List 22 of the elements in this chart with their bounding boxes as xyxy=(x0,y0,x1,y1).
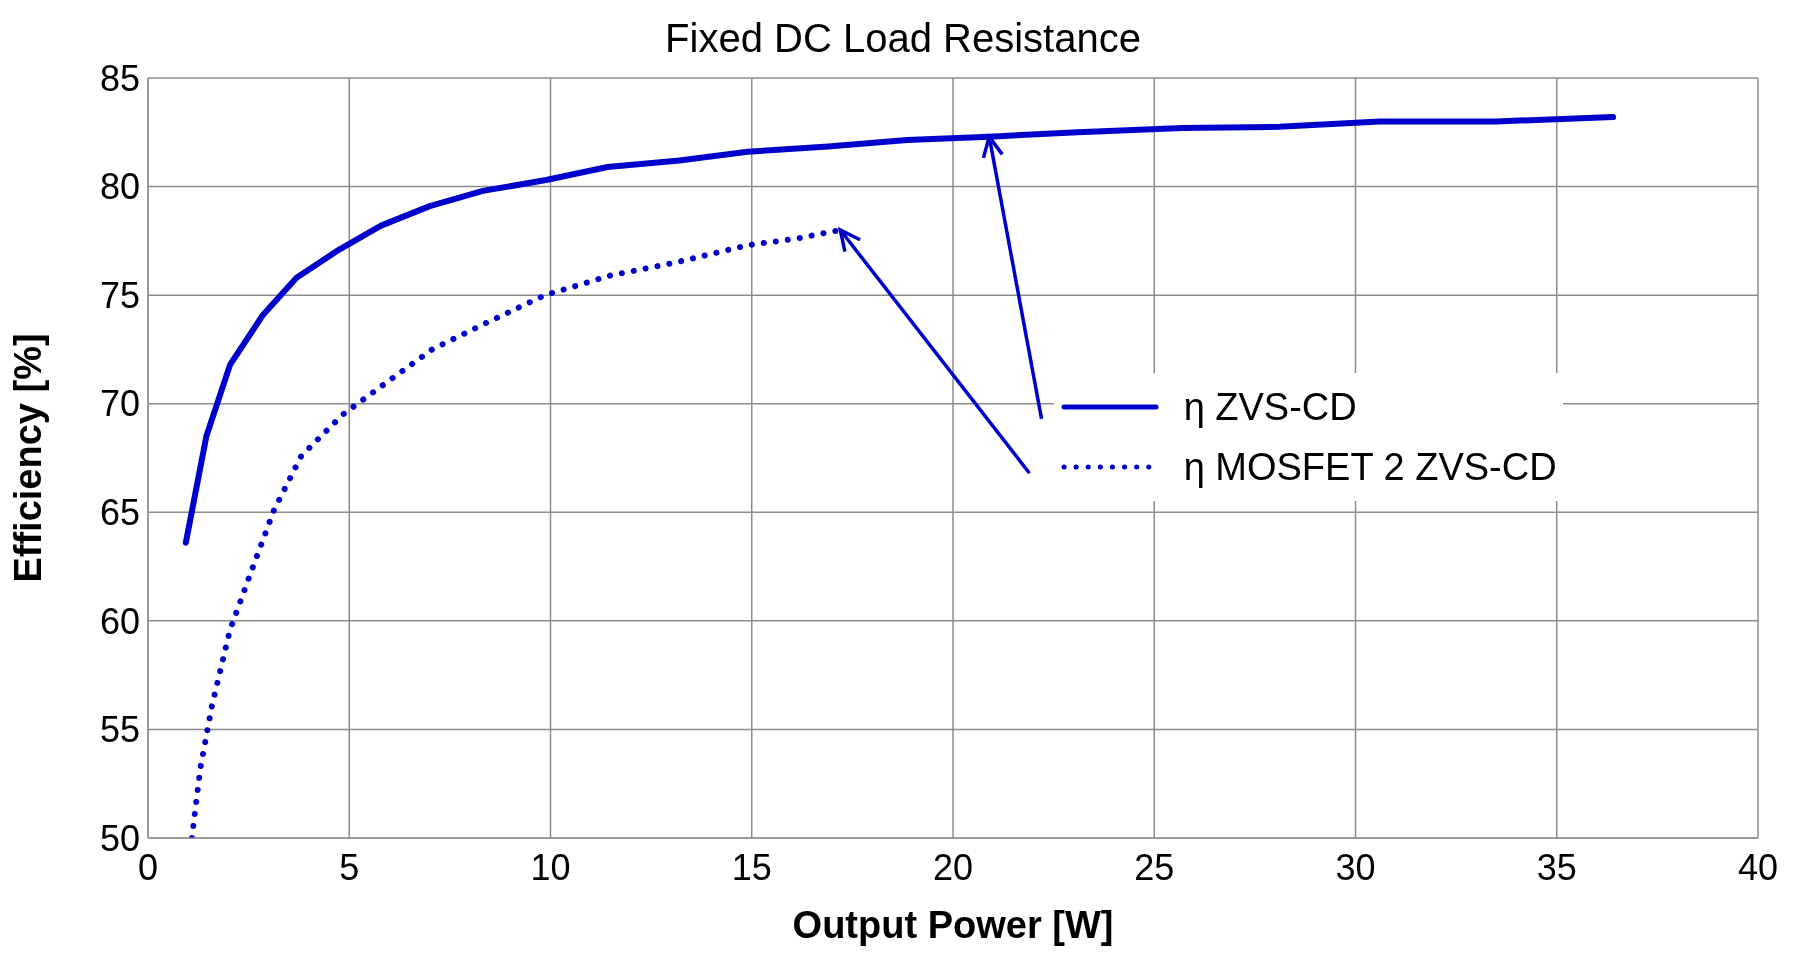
x-tick-label: 0 xyxy=(137,846,159,888)
legend-label: η MOSFET 2 ZVS-CD xyxy=(1183,445,1557,489)
y-tick-label: 80 xyxy=(99,166,140,208)
x-tick-label: 30 xyxy=(1335,846,1376,888)
y-tick-label: 60 xyxy=(99,600,140,642)
x-tick-label: 15 xyxy=(731,846,772,888)
x-axis-title: Output Power [W] xyxy=(792,904,1114,946)
y-axis-title: Efficiency [%] xyxy=(7,333,50,583)
chart-title: Fixed DC Load Resistance xyxy=(665,16,1141,60)
x-tick-label: 35 xyxy=(1536,846,1577,888)
x-tick-label: 5 xyxy=(339,846,360,888)
y-tick-label: 65 xyxy=(99,492,140,534)
legend-label: η ZVS-CD xyxy=(1183,385,1357,429)
y-tick-label: 75 xyxy=(99,274,140,316)
y-tick-label: 70 xyxy=(99,383,140,425)
x-tick-label: 25 xyxy=(1134,846,1175,888)
x-tick-label: 10 xyxy=(530,846,571,888)
x-tick-label: 20 xyxy=(932,846,974,888)
y-tick-label: 85 xyxy=(99,57,140,99)
y-tick-label: 50 xyxy=(99,817,140,859)
y-tick-label: 55 xyxy=(99,709,140,751)
x-tick-label: 40 xyxy=(1737,846,1779,888)
